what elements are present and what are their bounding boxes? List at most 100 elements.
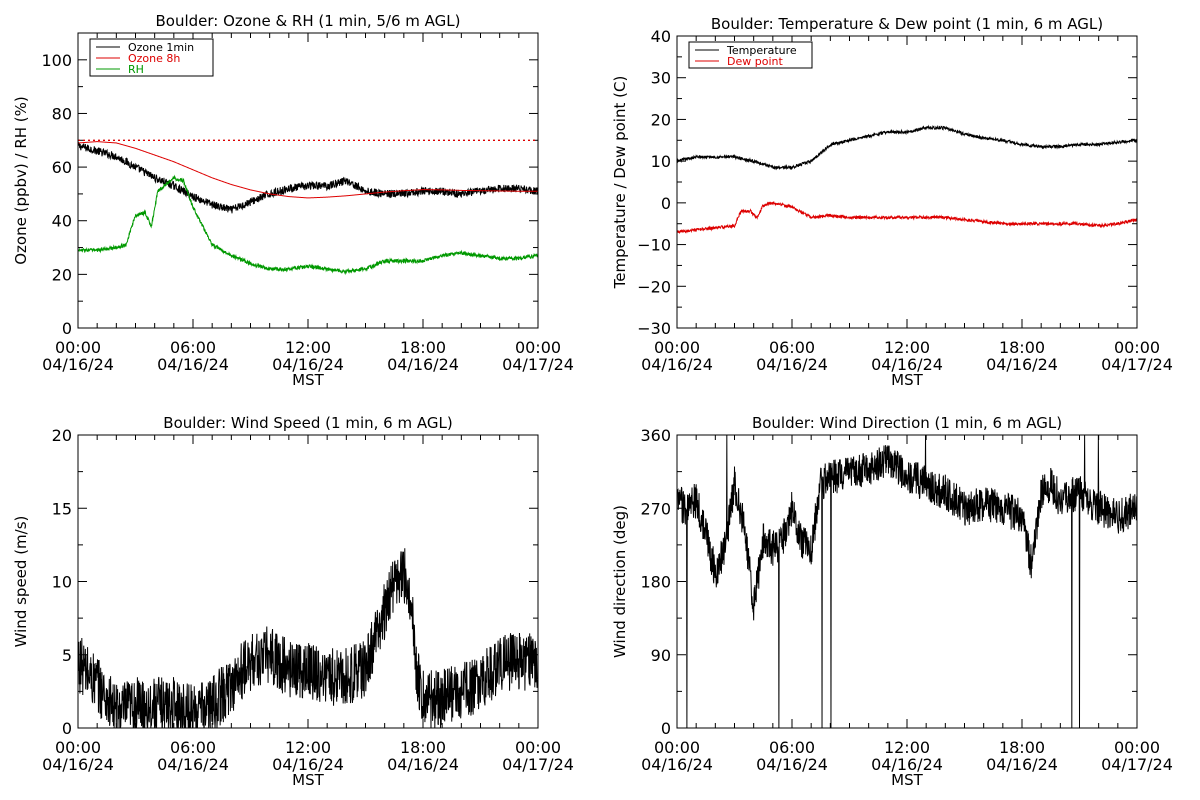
y-tick-label: 0	[661, 719, 671, 738]
x-axis-label: MST	[891, 371, 923, 389]
plot-frame	[77, 434, 539, 729]
y-tick-label: 0	[62, 719, 72, 738]
x-tick-time: 12:00	[884, 338, 930, 357]
y-tick-label: 100	[41, 51, 72, 70]
y-tick-label: 270	[640, 499, 671, 518]
x-axis-label: MST	[292, 771, 324, 789]
x-tick-time: 18:00	[999, 338, 1045, 357]
x-tick-time: 00:00	[55, 338, 101, 357]
y-axis-label: Ozone (ppbv) / RH (%)	[12, 96, 30, 265]
x-tick-date: 04/16/24	[157, 755, 229, 774]
x-tick-time: 00:00	[515, 738, 561, 757]
x-tick-date: 04/17/24	[1101, 755, 1173, 774]
x-tick-time: 18:00	[400, 338, 446, 357]
chart-title: Boulder: Wind Speed (1 min, 6 m AGL)	[163, 414, 452, 432]
y-tick-label: 0	[62, 319, 72, 338]
x-tick-date: 04/17/24	[1101, 355, 1173, 374]
x-tick-time: 06:00	[769, 338, 815, 357]
x-tick-date: 04/16/24	[871, 755, 943, 774]
y-tick-label: 20	[52, 265, 72, 284]
x-tick-time: 18:00	[999, 738, 1045, 757]
x-tick-time: 12:00	[285, 738, 331, 757]
x-tick-time: 00:00	[1114, 738, 1160, 757]
y-tick-label: 30	[651, 69, 671, 88]
y-tick-label: −30	[637, 319, 671, 338]
legend-entry: Ozone 8h	[128, 52, 180, 65]
x-axis-label: MST	[292, 371, 324, 389]
y-tick-label: 15	[52, 499, 72, 518]
x-tick-time: 06:00	[769, 738, 815, 757]
x-tick-date: 04/16/24	[756, 755, 828, 774]
x-tick-date: 04/16/24	[641, 355, 713, 374]
x-tick-date: 04/17/24	[502, 755, 574, 774]
chart-panel-4: Boulder: Wind Direction (1 min, 6 m AGL)…	[611, 414, 1173, 789]
y-tick-label: 360	[640, 426, 671, 445]
chart-panel-1: Boulder: Ozone & RH (1 min, 5/6 m AGL) Oz…	[12, 12, 574, 389]
y-tick-label: 10	[52, 573, 72, 592]
y-axis-label: Wind speed (m/s)	[12, 516, 30, 648]
x-tick-date: 04/16/24	[756, 355, 828, 374]
y-tick-label: 0	[661, 194, 671, 213]
y-tick-label: 180	[640, 573, 671, 592]
x-tick-date: 04/16/24	[272, 355, 344, 374]
x-tick-date: 04/16/24	[272, 755, 344, 774]
x-tick-date: 04/16/24	[42, 755, 114, 774]
x-tick-date: 04/17/24	[502, 355, 574, 374]
y-tick-label: −10	[637, 236, 671, 255]
x-tick-date: 04/16/24	[986, 755, 1058, 774]
plot-frame	[77, 32, 539, 329]
chart-title: Boulder: Wind Direction (1 min, 6 m AGL)	[752, 414, 1062, 432]
y-axis-label: Temperature / Dew point (C)	[611, 76, 629, 290]
series-line	[677, 435, 1137, 728]
x-tick-time: 00:00	[1114, 338, 1160, 357]
x-tick-date: 04/16/24	[986, 355, 1058, 374]
chart-title: Boulder: Temperature & Dew point (1 min,…	[711, 15, 1103, 33]
series-line-temperature	[677, 124, 1137, 171]
x-tick-time: 18:00	[400, 738, 446, 757]
x-tick-date: 04/16/24	[387, 355, 459, 374]
x-tick-date: 04/16/24	[42, 355, 114, 374]
y-tick-label: −20	[637, 277, 671, 296]
series-line	[78, 548, 538, 728]
series-line-ozone-8h	[78, 141, 538, 199]
y-tick-label: 20	[52, 426, 72, 445]
y-tick-label: 5	[62, 646, 72, 665]
x-tick-time: 06:00	[170, 738, 216, 757]
x-tick-time: 12:00	[884, 738, 930, 757]
series-line-rh	[78, 174, 538, 276]
x-tick-time: 00:00	[515, 338, 561, 357]
y-axis-label: Wind direction (deg)	[611, 505, 629, 658]
x-tick-date: 04/16/24	[641, 755, 713, 774]
series-line-ozone-1min	[78, 141, 538, 214]
y-tick-label: 80	[52, 104, 72, 123]
x-tick-time: 06:00	[170, 338, 216, 357]
y-tick-label: 90	[651, 646, 671, 665]
chart-panel-2: Boulder: Temperature & Dew point (1 min,…	[611, 15, 1173, 389]
legend-entry: RH	[128, 63, 144, 76]
x-tick-date: 04/16/24	[387, 755, 459, 774]
legend-box	[688, 41, 813, 69]
chart-title: Boulder: Ozone & RH (1 min, 5/6 m AGL)	[155, 12, 460, 30]
y-tick-label: 40	[52, 212, 72, 231]
x-tick-date: 04/16/24	[157, 355, 229, 374]
x-tick-time: 00:00	[55, 738, 101, 757]
legend-entry: Temperature	[726, 44, 797, 57]
legend-entry: Ozone 1min	[128, 41, 194, 54]
x-tick-time: 00:00	[654, 338, 700, 357]
chart-panel-3: Boulder: Wind Speed (1 min, 6 m AGL) Wind…	[12, 414, 574, 789]
legend-entry: Dew point	[727, 55, 783, 68]
y-tick-label: 10	[651, 152, 671, 171]
x-tick-date: 04/16/24	[871, 355, 943, 374]
x-tick-time: 00:00	[654, 738, 700, 757]
y-tick-label: 60	[52, 158, 72, 177]
y-tick-label: 40	[651, 27, 671, 46]
plot-frame	[676, 35, 1138, 329]
x-axis-label: MST	[891, 771, 923, 789]
plot-frame	[676, 434, 1138, 729]
series-line-dew-point	[677, 201, 1137, 234]
y-tick-label: 20	[651, 110, 671, 129]
x-tick-time: 12:00	[285, 338, 331, 357]
